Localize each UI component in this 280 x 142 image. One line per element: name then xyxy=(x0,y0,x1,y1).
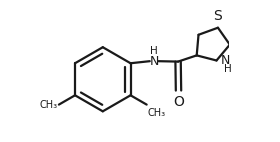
Text: H: H xyxy=(224,64,232,74)
Text: CH₃: CH₃ xyxy=(40,100,58,110)
Text: N: N xyxy=(221,54,230,67)
Text: H: H xyxy=(150,46,158,56)
Text: O: O xyxy=(173,95,184,109)
Text: CH₃: CH₃ xyxy=(148,108,165,118)
Text: S: S xyxy=(214,9,222,23)
Text: N: N xyxy=(150,55,159,68)
